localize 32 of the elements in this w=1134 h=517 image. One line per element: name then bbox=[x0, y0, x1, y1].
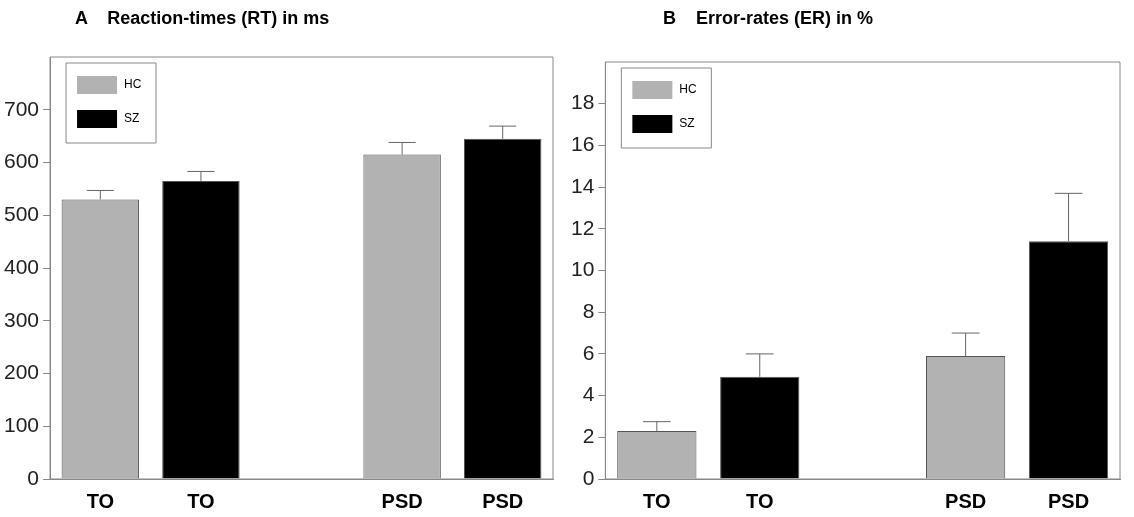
y-tick-label: 16 bbox=[571, 132, 595, 156]
x-tick-label: PSD bbox=[1047, 489, 1090, 512]
y-tick-label: 10 bbox=[571, 257, 595, 281]
x-tick-label: TO bbox=[643, 489, 671, 512]
y-tick-label: 12 bbox=[571, 215, 595, 239]
y-tick-label: 14 bbox=[571, 173, 595, 197]
x-tick-label: TO bbox=[86, 489, 115, 512]
y-tick-label: 6 bbox=[582, 340, 595, 364]
y-tick-label: 100 bbox=[3, 413, 40, 437]
legend-label: SZ bbox=[124, 111, 140, 126]
legend-label: HC bbox=[124, 77, 142, 92]
y-tick-label: 500 bbox=[3, 202, 40, 226]
chart-title: A Reaction-times (RT) in ms bbox=[75, 8, 330, 29]
y-tick-label: 2 bbox=[582, 424, 595, 448]
y-tick-label: 400 bbox=[3, 254, 40, 278]
legend-label: HC bbox=[679, 82, 698, 97]
chart-title: B Error-rates (ER) in % bbox=[663, 8, 874, 29]
y-tick-label: 300 bbox=[3, 307, 40, 331]
y-tick-label: 0 bbox=[27, 465, 40, 489]
y-tick-label: 600 bbox=[3, 149, 40, 173]
x-tick-label: TO bbox=[187, 489, 215, 512]
y-tick-label: 18 bbox=[571, 90, 595, 114]
legend-label: SZ bbox=[679, 116, 695, 131]
y-tick-label: 200 bbox=[3, 360, 40, 384]
y-tick-label: 0 bbox=[582, 465, 595, 489]
y-tick-label: 700 bbox=[3, 96, 40, 120]
x-tick-label: PSD bbox=[381, 489, 423, 512]
y-tick-label: 8 bbox=[582, 299, 595, 322]
x-tick-label: PSD bbox=[482, 489, 524, 512]
x-tick-label: PSD bbox=[945, 489, 987, 512]
x-tick-label: TO bbox=[746, 489, 774, 512]
y-tick-label: 4 bbox=[582, 382, 595, 406]
